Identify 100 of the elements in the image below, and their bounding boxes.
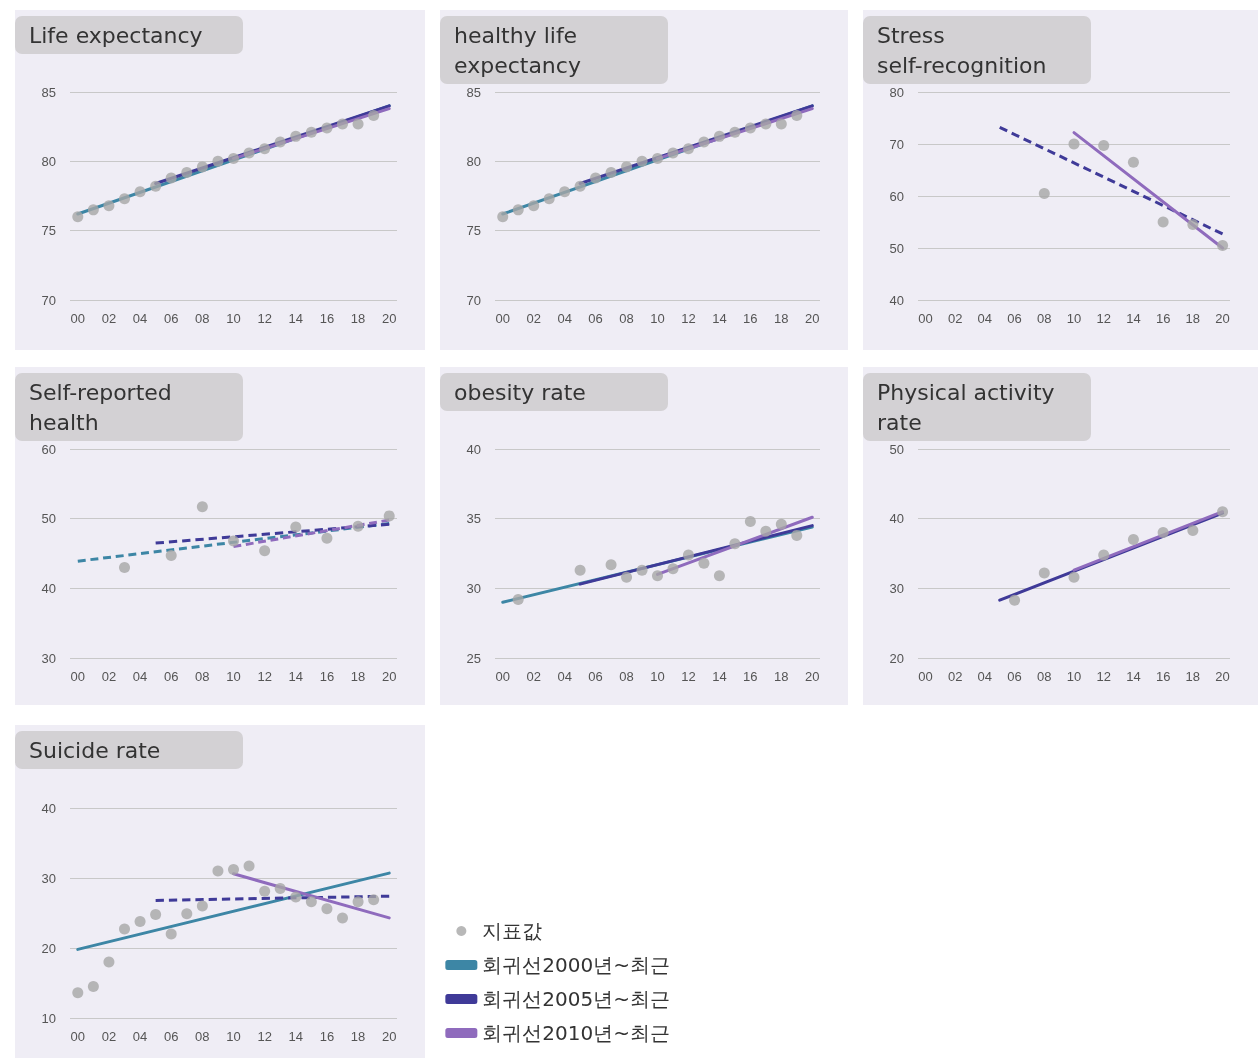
x-tick-label: 06 <box>1007 669 1022 684</box>
x-tick-label: 00 <box>495 669 510 684</box>
y-tick-label: 40 <box>466 441 481 457</box>
x-tick-label: 06 <box>1007 311 1022 326</box>
y-tick-label: 50 <box>889 441 904 457</box>
x-tick-label: 20 <box>805 311 820 326</box>
y-tick-label: 30 <box>889 580 904 596</box>
x-tick-label: 14 <box>288 669 304 684</box>
chart-title: obesity rate <box>454 379 586 405</box>
x-tick-label: 04 <box>132 311 148 326</box>
chart-title: Suicide rate <box>29 737 161 763</box>
chart-title: Self-reported health <box>29 379 179 435</box>
y-tick-label: 70 <box>41 292 56 308</box>
x-tick-label: 16 <box>319 669 335 684</box>
y-tick-label: 10 <box>41 1010 56 1026</box>
x-tick-label: 08 <box>619 311 634 326</box>
x-tick-label: 06 <box>163 669 179 684</box>
y-tick-label: 60 <box>889 188 904 204</box>
x-tick-label: 02 <box>947 311 963 326</box>
y-tick-label: 30 <box>466 580 481 596</box>
x-tick-label: 16 <box>1155 669 1171 684</box>
x-tick-label: 18 <box>1185 669 1201 684</box>
x-tick-label: 20 <box>1215 669 1230 684</box>
x-tick-label: 10 <box>650 669 665 684</box>
x-tick-label: 18 <box>350 669 366 684</box>
legend-label: 지표값 <box>482 919 543 943</box>
chart-title: healthy life expectancy <box>454 22 585 78</box>
x-tick-label: 04 <box>977 311 993 326</box>
x-tick-label: 20 <box>805 669 820 684</box>
x-tick-label: 04 <box>132 669 148 684</box>
x-tick-label: 18 <box>774 669 789 684</box>
x-tick-label: 14 <box>712 669 727 684</box>
x-tick-label: 16 <box>319 311 335 326</box>
y-tick-label: 25 <box>466 650 481 666</box>
x-tick-label: 16 <box>743 311 758 326</box>
legend-label: 회귀선2005년~최근 <box>482 987 670 1011</box>
x-tick-label: 16 <box>319 1029 335 1044</box>
x-tick-label: 12 <box>1096 311 1111 326</box>
y-tick-label: 20 <box>41 940 56 956</box>
x-tick-label: 02 <box>101 1029 117 1044</box>
x-tick-label: 08 <box>195 1029 210 1044</box>
x-tick-label: 10 <box>226 311 241 326</box>
x-tick-label: 12 <box>257 311 272 326</box>
y-tick-label: 85 <box>466 84 481 100</box>
y-tick-label: 70 <box>466 292 481 308</box>
x-tick-label: 04 <box>557 669 572 684</box>
y-tick-label: 40 <box>889 292 904 308</box>
x-tick-label: 08 <box>195 311 210 326</box>
x-tick-label: 10 <box>650 311 665 326</box>
y-tick-label: 35 <box>466 511 481 527</box>
legend-label: 회귀선2000년~최근 <box>482 953 670 977</box>
x-tick-label: 20 <box>381 669 397 684</box>
x-tick-label: 14 <box>1126 669 1141 684</box>
x-tick-label: 06 <box>163 311 179 326</box>
x-tick-label: 10 <box>1066 311 1082 326</box>
x-tick-label: 20 <box>1215 311 1230 326</box>
x-tick-label: 12 <box>681 669 696 684</box>
x-tick-label: 04 <box>977 669 993 684</box>
y-tick-label: 75 <box>466 223 481 239</box>
x-tick-label: 00 <box>918 669 933 684</box>
x-tick-label: 10 <box>226 1029 241 1044</box>
x-tick-label: 14 <box>1126 311 1141 326</box>
y-tick-label: 50 <box>41 511 56 527</box>
x-tick-label: 02 <box>101 311 117 326</box>
x-tick-label: 06 <box>163 1029 179 1044</box>
x-tick-label: 14 <box>288 1029 304 1044</box>
x-tick-label: 02 <box>526 669 541 684</box>
x-tick-label: 20 <box>381 311 397 326</box>
x-tick-label: 14 <box>712 311 727 326</box>
x-tick-label: 02 <box>947 669 963 684</box>
y-tick-label: 40 <box>41 800 56 816</box>
y-tick-label: 50 <box>889 240 904 256</box>
y-tick-label: 30 <box>41 870 56 886</box>
x-tick-label: 00 <box>70 1029 86 1044</box>
x-tick-label: 18 <box>350 1029 366 1044</box>
y-tick-label: 60 <box>41 441 56 457</box>
x-tick-label: 08 <box>619 669 634 684</box>
x-tick-label: 18 <box>1185 311 1201 326</box>
legend-label: 회귀선2010년~최근 <box>482 1021 670 1045</box>
x-tick-label: 10 <box>1066 669 1082 684</box>
x-tick-label: 06 <box>588 669 603 684</box>
y-tick-label: 40 <box>41 580 56 596</box>
x-tick-label: 00 <box>495 311 510 326</box>
x-tick-label: 16 <box>1155 311 1171 326</box>
x-tick-label: 16 <box>743 669 758 684</box>
x-tick-label: 08 <box>1037 311 1052 326</box>
x-tick-label: 02 <box>526 311 541 326</box>
y-tick-label: 80 <box>41 153 56 169</box>
y-tick-label: 70 <box>889 136 904 152</box>
x-tick-label: 12 <box>257 669 272 684</box>
x-tick-label: 14 <box>288 311 304 326</box>
x-tick-label: 02 <box>101 669 117 684</box>
y-tick-label: 40 <box>889 511 904 527</box>
x-tick-label: 00 <box>70 311 86 326</box>
y-tick-label: 20 <box>889 650 904 666</box>
x-tick-label: 12 <box>257 1029 272 1044</box>
x-tick-label: 08 <box>1037 669 1052 684</box>
x-tick-label: 04 <box>557 311 572 326</box>
y-tick-label: 80 <box>889 84 904 100</box>
x-tick-label: 08 <box>195 669 210 684</box>
